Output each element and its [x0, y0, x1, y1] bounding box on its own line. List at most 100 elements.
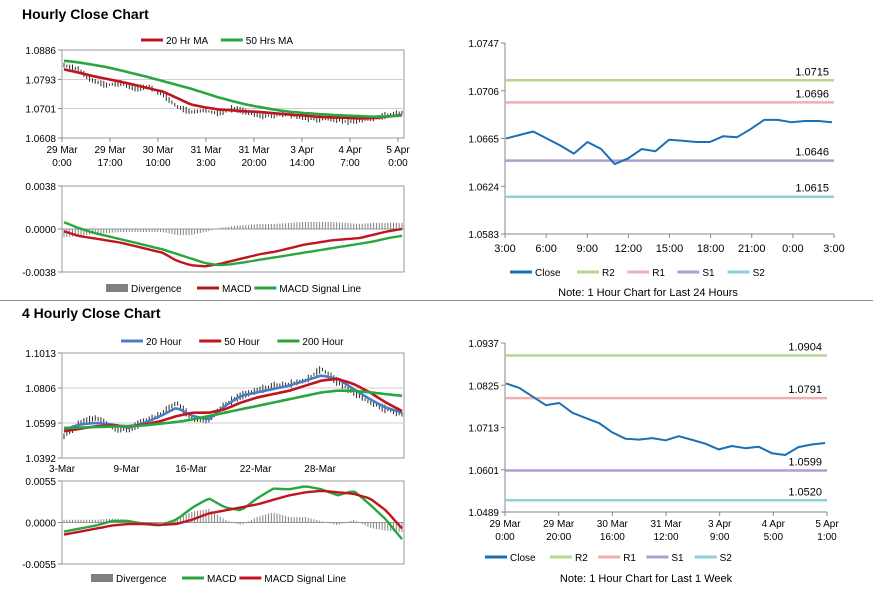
hourly-levels-xtick-label: 0:00 [782, 243, 803, 255]
4hourly-macd-legend-label: MACD [207, 574, 236, 585]
hourly-levels-xtick-label: 12:00 [615, 243, 643, 255]
hourly-levels-legend-label: Close [535, 268, 561, 279]
4hourly-price-ytick-label: 1.0392 [25, 454, 56, 465]
4hourly-price-xtick-label: 9-Mar [113, 464, 140, 475]
4hourly-levels-xtick-label: 29 Mar [489, 519, 521, 530]
hourly-price-xtick-label: 7:00 [340, 158, 360, 169]
hourly-levels-legend-label: S1 [702, 268, 715, 279]
hourly-macd-legend-label: MACD [222, 284, 251, 295]
4hourly-levels-close-line [505, 382, 826, 456]
4hourly-levels-xtick-label: 30 Mar [597, 519, 629, 530]
4hourly-levels-level-label: 1.0904 [788, 341, 822, 353]
hourly-price-ytick-label: 1.0608 [25, 134, 56, 145]
4hourly-levels-xtick-label: 0:00 [495, 532, 515, 543]
4hourly-levels-legend-label: Close [510, 553, 536, 564]
hourly-levels-close-line [505, 118, 833, 166]
hourly-levels-xtick-label: 3:00 [823, 243, 844, 255]
4hourly-price-plot-area [61, 352, 405, 459]
hourly-price-xtick-label: 3:00 [196, 158, 216, 169]
4hourly-price-ytick-label: 1.1013 [25, 349, 56, 360]
hourly-price-xtick-label: 31 Mar [190, 145, 222, 156]
hourly-price-ytick-label: 1.0793 [25, 75, 56, 86]
hourly-levels-ytick-label: 1.0747 [468, 39, 499, 50]
4hourly-levels-xtick-label: 12:00 [653, 532, 678, 543]
4hourly-levels-xtick-label: 3 Apr [708, 519, 732, 530]
4hourly-price-ytick-label: 1.0599 [25, 419, 56, 430]
4hourly-macd-ytick-label: 0.0000 [25, 519, 56, 530]
hourly-price-xtick-label: 17:00 [97, 158, 122, 169]
hourly-levels-note: Note: 1 Hour Chart for Last 24 Hours [558, 287, 738, 299]
4hourly-levels-xtick-label: 4 Apr [762, 519, 786, 530]
4hourly-price-xtick-label: 3-Mar [49, 464, 76, 475]
hourly-levels-ytick-label: 1.0624 [468, 182, 499, 193]
hourly-price-legend-label: 50 Hrs MA [246, 36, 294, 47]
4hourly-macd-legend-label: Divergence [116, 574, 167, 585]
hourly-levels-ytick-label: 1.0583 [468, 230, 499, 241]
4hourly-levels-legend-label: S1 [671, 553, 684, 564]
4hourly-price-xtick-label: 16-Mar [175, 464, 207, 475]
hourly-levels-level-label: 1.0696 [795, 88, 829, 100]
hourly-macd-legend-label: Divergence [131, 284, 182, 295]
4hourly-levels-xtick-label: 5:00 [764, 532, 784, 543]
hourly-price-xtick-label: 14:00 [289, 158, 314, 169]
4hourly-macd-ytick-label: -0.0055 [22, 560, 56, 571]
hourly-macd-macd-line [63, 221, 403, 267]
hourly-price-xtick-label: 31 Mar [238, 145, 270, 156]
hourly-levels-legend-label: S2 [753, 268, 766, 279]
hourly-macd-macd-line [63, 227, 403, 268]
hourly-levels-xtick-label: 3:00 [494, 243, 515, 255]
4hourly-levels-level-label: 1.0520 [788, 486, 822, 498]
hourly-macd-ytick-label: 0.0038 [25, 182, 56, 193]
4hourly-levels-xtick-label: 16:00 [600, 532, 625, 543]
4hourly-price-legend-label: 20 Hour [146, 337, 182, 348]
4hourly-levels-legend-label: R2 [575, 553, 588, 564]
hourly-levels-xtick-label: 21:00 [738, 243, 766, 255]
4hourly-levels-note: Note: 1 Hour Chart for Last 1 Week [560, 573, 733, 585]
4hourly-levels-xtick-label: 29 Mar [543, 519, 575, 530]
hourly-levels-legend-label: R2 [602, 268, 615, 279]
4hourly-levels-level-label: 1.0791 [788, 384, 822, 396]
4hourly-levels-xtick-label: 31 Mar [650, 519, 682, 530]
hourly-price-xtick-label: 3 Apr [290, 145, 314, 156]
hourly-levels-ytick-label: 1.0665 [468, 135, 499, 146]
4hourly-macd-macd-line [63, 489, 403, 536]
hourly-price-xtick-label: 4 Apr [338, 145, 362, 156]
4hourly-price-ma-line [63, 389, 403, 430]
hourly-price-ytick-label: 1.0886 [25, 46, 56, 57]
hourly-macd-ytick-label: -0.0038 [22, 268, 56, 279]
4hourly-levels-ytick-label: 1.0937 [468, 339, 499, 350]
4hourly-levels-xtick-label: 5 Apr [815, 519, 839, 530]
hourly-macd-ytick-label: 0.0000 [25, 225, 56, 236]
hourly-levels-level-label: 1.0646 [795, 147, 829, 159]
hourly-price-xtick-label: 29 Mar [46, 145, 78, 156]
hourly-price-xtick-label: 5 Apr [386, 145, 410, 156]
4hourly-macd-legend-label: MACD Signal Line [264, 574, 346, 585]
hourly-price-xtick-label: 0:00 [52, 158, 72, 169]
hourly-levels-level-label: 1.0715 [795, 66, 829, 78]
hourly-price-xtick-label: 29 Mar [94, 145, 126, 156]
hourly-levels-legend-label: R1 [652, 268, 665, 279]
4hourly-levels-ytick-label: 1.0489 [468, 508, 499, 519]
hourly-price-ma-line [63, 59, 403, 118]
4hourly-macd-legend-swatch [91, 574, 113, 582]
4hourly-price-ytick-label: 1.0806 [25, 384, 56, 395]
4hourly-levels-xtick-label: 1:00 [817, 532, 837, 543]
hourly-price-plot-area [61, 49, 405, 139]
hourly-price-xtick-label: 0:00 [388, 158, 408, 169]
4hourly-levels-legend-label: S2 [720, 553, 733, 564]
hourly-price-xtick-label: 20:00 [241, 158, 266, 169]
4hourly-price-legend-label: 200 Hour [302, 337, 344, 348]
4hourly-levels-legend-label: R1 [623, 553, 636, 564]
section-divider [0, 300, 873, 301]
hourly-levels-xtick-label: 15:00 [656, 243, 684, 255]
4hourly-levels-xtick-label: 20:00 [546, 532, 571, 543]
hourly-levels-ytick-label: 1.0706 [468, 87, 499, 98]
hourly-price-ma-line [63, 68, 403, 120]
hourly-price-legend-label: 20 Hr MA [166, 36, 209, 47]
section-title-4hourly: 4 Hourly Close Chart [22, 305, 161, 321]
hourly-price-xtick-label: 30 Mar [142, 145, 174, 156]
hourly-levels-xtick-label: 9:00 [577, 243, 598, 255]
hourly-price-ytick-label: 1.0701 [25, 105, 56, 116]
hourly-macd-legend-swatch [106, 284, 128, 292]
